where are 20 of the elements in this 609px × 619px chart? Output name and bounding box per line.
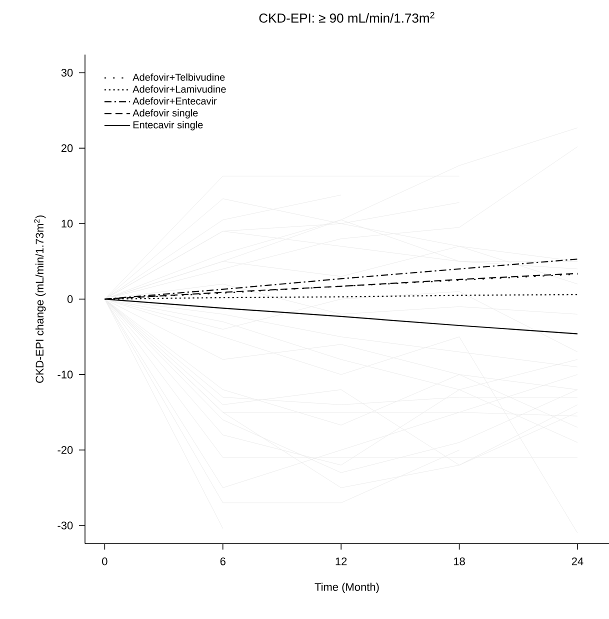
x-tick-label: 6 xyxy=(220,557,226,566)
x-tick-label: 12 xyxy=(336,557,347,566)
x-axis-title: Time (Month) xyxy=(314,582,379,594)
legend-label: Adefovir+Telbivudine xyxy=(132,73,225,81)
legend-label: Adefovir+Entecavir xyxy=(132,97,217,105)
y-tick-label: -20 xyxy=(58,446,73,454)
y-tick-label: 30 xyxy=(61,68,73,77)
legend-label: Entecavir single xyxy=(133,121,203,130)
y-tick-label: -30 xyxy=(58,522,73,530)
y-tick-label: 10 xyxy=(62,220,73,228)
x-tick-label: 24 xyxy=(572,557,584,566)
legend-label: Adefovir+Lamivudine xyxy=(132,85,226,93)
chart-title: CKD-EPI: ≥ 90 mL/min/1.73m$^{2}$ xyxy=(259,12,434,23)
y-tick-label: -10 xyxy=(58,370,73,378)
x-tick-label: 0 xyxy=(102,557,108,566)
y-tick-label: 20 xyxy=(61,144,73,152)
x-tick-label: 18 xyxy=(454,557,465,566)
legend-label: Adefovir single xyxy=(132,109,198,118)
y-axis-title: CKD-EPI change (mL/min/1.73m$^{2}$) xyxy=(34,215,46,383)
y-tick-label: 0 xyxy=(67,295,73,303)
